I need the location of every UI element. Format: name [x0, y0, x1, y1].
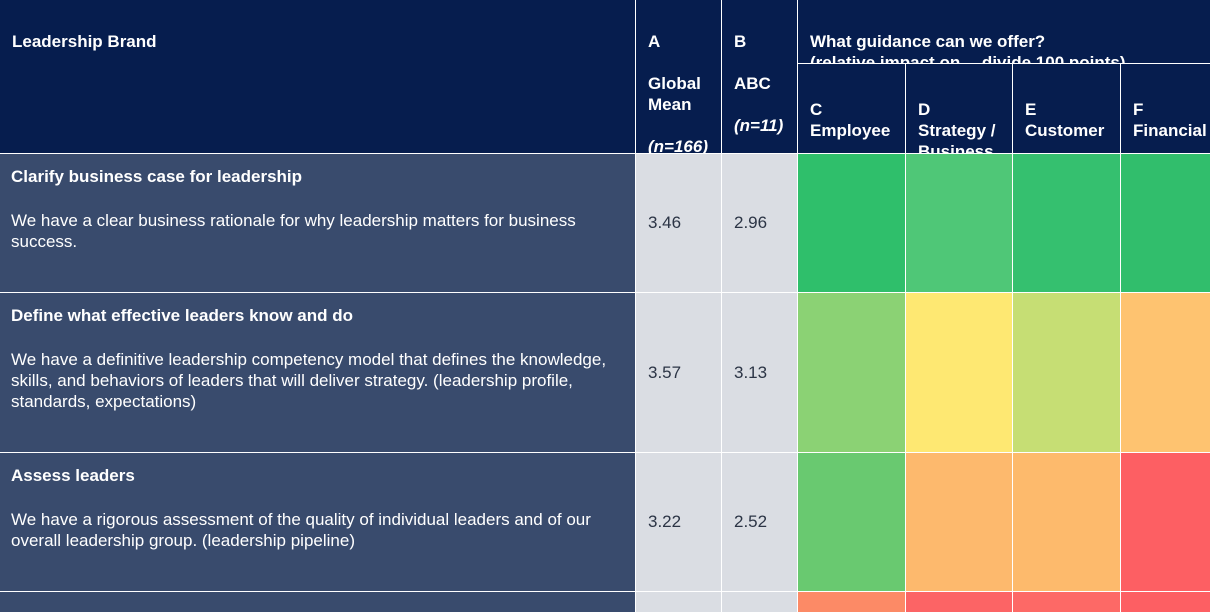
col-c-label: C Employee — [810, 100, 891, 140]
heat-cell-employee — [798, 293, 905, 452]
abc-cell: 2.52 — [722, 453, 797, 591]
row-description — [0, 592, 635, 612]
heat-cell-financial — [1121, 293, 1210, 452]
col-f-label: F Financial — [1133, 100, 1207, 140]
leadership-brand-label: Leadership Brand — [12, 32, 157, 51]
global-mean-cell: 3.46 — [636, 154, 721, 292]
heat-cell-customer — [1013, 293, 1120, 452]
header-customer: E Customer — [1013, 64, 1120, 153]
heat-cell-strategy — [906, 453, 1012, 591]
row-description: Assess leaders We have a rigorous assess… — [0, 453, 635, 591]
header-strategy-business: D Strategy / Business — [906, 64, 1012, 161]
abc-cell: 3.13 — [722, 293, 797, 452]
col-d-label: D Strategy / Business — [918, 100, 996, 161]
heat-cell-strategy — [906, 293, 1012, 452]
heat-cell-customer — [1013, 592, 1120, 612]
row-text: We have a definitive leadership competen… — [11, 350, 607, 411]
col-b-sample-size: (n=11) — [734, 116, 784, 135]
row-title: Define what effective leaders know and d… — [11, 306, 353, 325]
col-a-sample-size: (n=166) — [648, 137, 708, 156]
col-b-letter: B — [734, 32, 747, 51]
heat-cell-financial — [1121, 154, 1210, 292]
col-e-label: E Customer — [1025, 100, 1105, 140]
row-description: Define what effective leaders know and d… — [0, 293, 635, 452]
row-title: Clarify business case for leadership — [11, 167, 303, 186]
row-title: Assess leaders — [11, 466, 135, 485]
col-a-letter: A — [648, 32, 661, 51]
header-abc: B ABC (n=11) — [722, 0, 797, 153]
header-global-mean: A Global Mean (n=166) — [636, 0, 721, 156]
heat-cell-strategy — [906, 592, 1012, 612]
header-employee: C Employee — [798, 64, 905, 153]
col-b-title: ABC — [734, 74, 771, 93]
heat-cell-financial — [1121, 453, 1210, 591]
global-mean-cell: 3.22 — [636, 453, 721, 591]
global-mean-cell — [636, 592, 721, 612]
heat-cell-employee — [798, 592, 905, 612]
abc-cell: 2.96 — [722, 154, 797, 292]
heat-cell-customer — [1013, 154, 1120, 292]
abc-cell — [722, 592, 797, 612]
global-mean-cell: 3.57 — [636, 293, 721, 452]
heat-cell-strategy — [906, 154, 1012, 292]
row-text: We have a rigorous assessment of the qua… — [11, 510, 591, 550]
heat-cell-customer — [1013, 453, 1120, 591]
heat-cell-employee — [798, 154, 905, 292]
heat-cell-employee — [798, 453, 905, 591]
col-a-title: Global Mean — [648, 74, 701, 114]
row-text: We have a clear business rationale for w… — [11, 211, 576, 251]
header-leadership-brand: Leadership Brand — [0, 0, 635, 153]
header-financial: F Financial — [1121, 64, 1210, 153]
heat-cell-financial — [1121, 592, 1210, 612]
row-description: Clarify business case for leadership We … — [0, 154, 635, 292]
header-guidance: What guidance can we offer? (relative im… — [798, 0, 1210, 72]
